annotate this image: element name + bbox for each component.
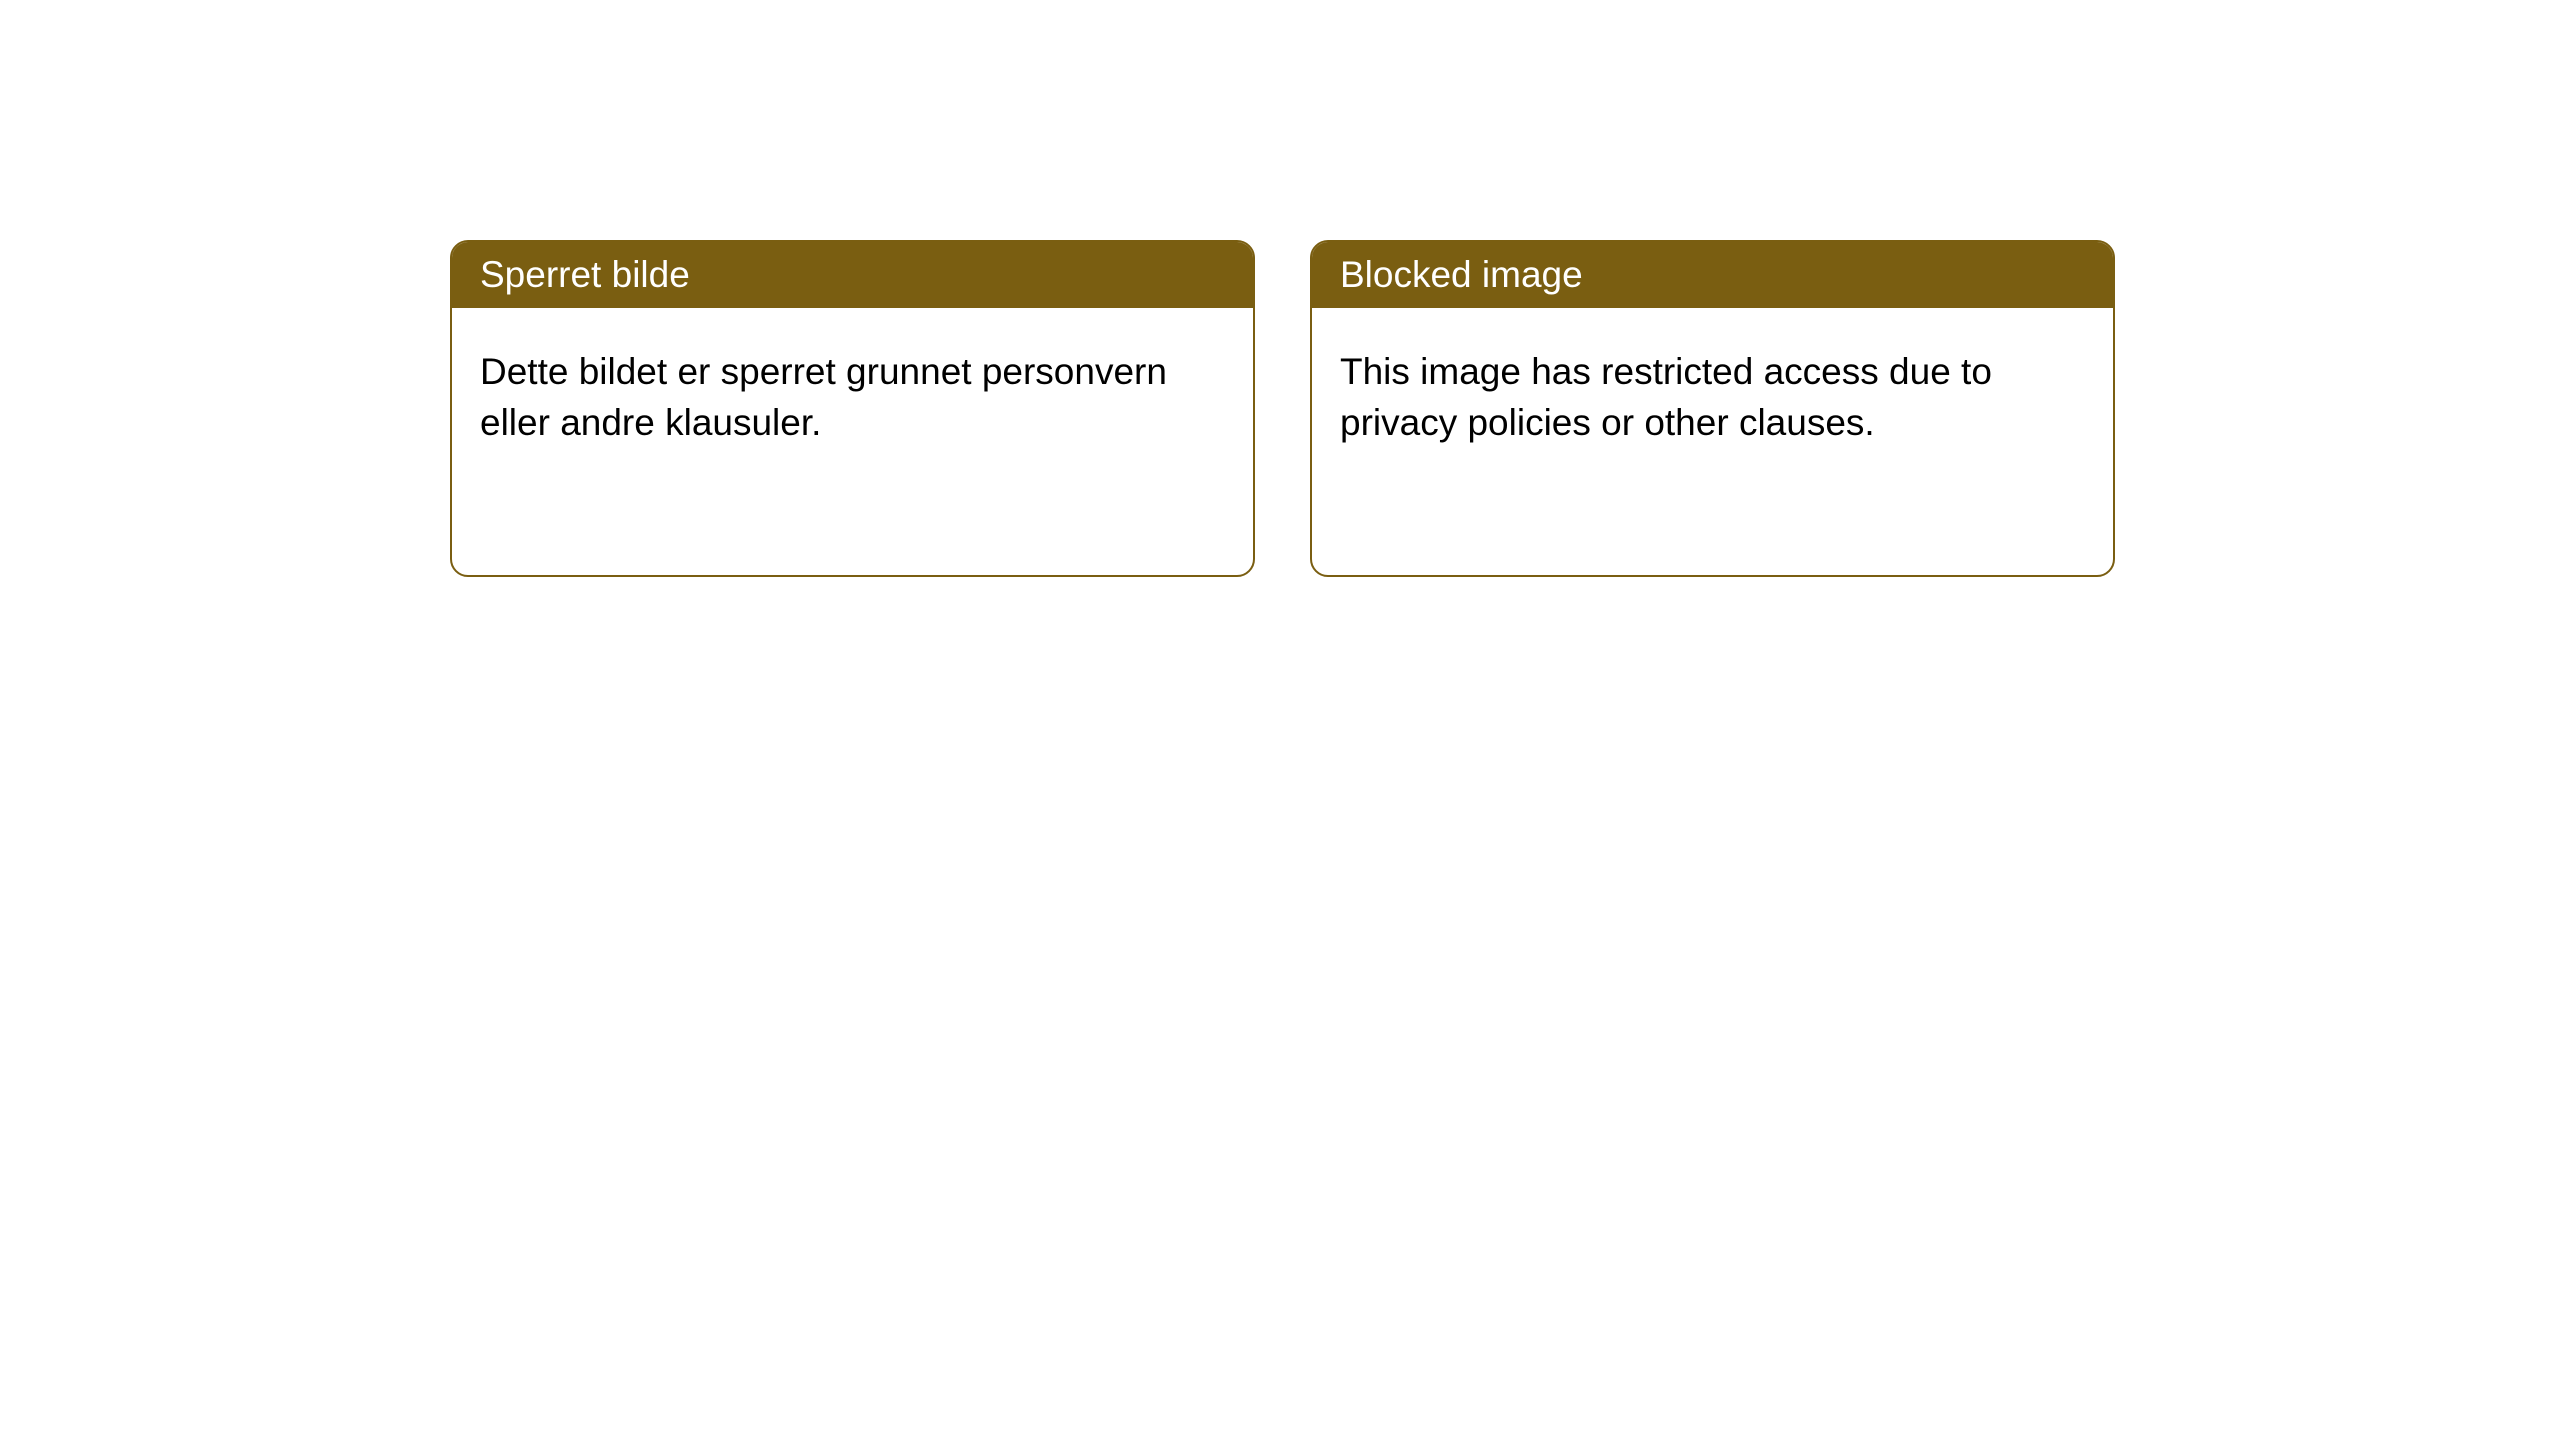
notice-cards-container: Sperret bilde Dette bildet er sperret gr… [450, 240, 2560, 577]
card-title-en: Blocked image [1312, 242, 2113, 308]
blocked-image-card-no: Sperret bilde Dette bildet er sperret gr… [450, 240, 1255, 577]
card-body-en: This image has restricted access due to … [1312, 308, 2113, 486]
card-body-no: Dette bildet er sperret grunnet personve… [452, 308, 1253, 486]
card-title-no: Sperret bilde [452, 242, 1253, 308]
blocked-image-card-en: Blocked image This image has restricted … [1310, 240, 2115, 577]
